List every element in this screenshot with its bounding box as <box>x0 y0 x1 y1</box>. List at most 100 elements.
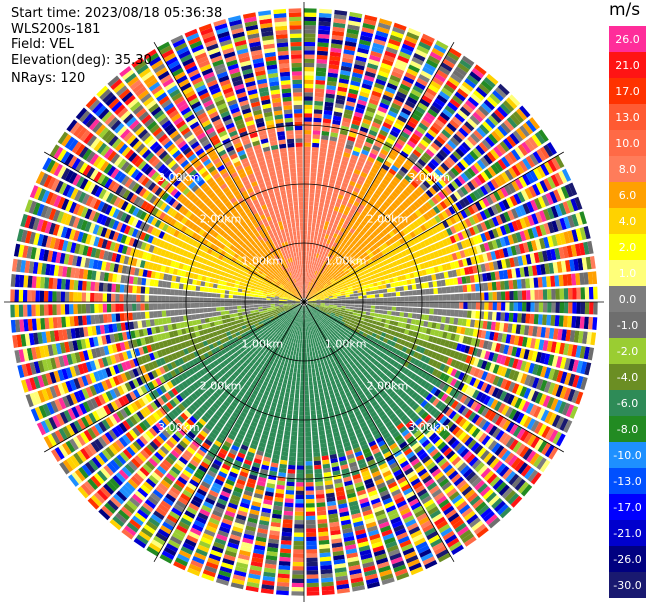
gate-cell <box>530 302 535 312</box>
gate-cell <box>522 203 531 215</box>
gate-cell <box>315 401 321 407</box>
gate-cell <box>503 223 511 234</box>
gate-cell <box>304 117 312 122</box>
gate-cell <box>458 144 468 155</box>
gate-cell <box>410 203 418 212</box>
gate-cell <box>288 376 293 381</box>
gate-cell <box>327 291 332 294</box>
gate-cell <box>356 265 362 271</box>
gate-cell <box>373 178 381 186</box>
gate-cell <box>334 154 342 160</box>
gate-cell <box>388 230 396 238</box>
gate-cell <box>533 197 543 210</box>
gate-cell <box>533 277 539 288</box>
gate-cell <box>446 309 451 316</box>
gate-cell <box>309 293 314 297</box>
gate-cell <box>470 93 482 104</box>
gate-cell <box>277 573 290 579</box>
gate-cell <box>356 160 365 168</box>
gate-cell <box>306 295 310 300</box>
gate-cell <box>356 217 363 224</box>
gate-cell <box>494 249 501 260</box>
gate-cell <box>497 158 507 170</box>
gate-cell <box>504 280 510 290</box>
gate-cell <box>527 228 535 240</box>
gate-cell <box>504 169 514 181</box>
gate-cell <box>476 159 487 170</box>
gate-cell <box>306 574 319 579</box>
gate-cell <box>331 166 339 172</box>
gate-cell <box>307 298 312 301</box>
gate-cell <box>339 263 345 268</box>
gate-cell <box>311 159 318 165</box>
gate-cell <box>317 518 328 524</box>
gate-cell <box>309 188 315 194</box>
gate-cell <box>535 225 543 237</box>
gate-cell <box>464 121 475 132</box>
gate-cell <box>428 145 438 155</box>
gate-cell <box>370 217 377 224</box>
gate-cell <box>366 305 372 309</box>
gate-cell <box>287 380 292 385</box>
gate-cell <box>433 266 440 273</box>
gate-cell <box>323 224 328 230</box>
gate-cell <box>458 259 464 268</box>
gate-cell <box>313 252 317 258</box>
gate-cell <box>340 204 346 210</box>
gate-cell <box>312 289 316 294</box>
gate-cell <box>385 279 391 284</box>
gate-cell <box>419 215 427 224</box>
gate-cell <box>419 171 428 180</box>
gate-cell <box>393 277 399 282</box>
gate-cell <box>400 307 405 312</box>
gate-cell <box>388 262 394 269</box>
gate-cell <box>406 206 415 214</box>
gate-cell <box>360 171 368 179</box>
gate-cell <box>436 135 446 145</box>
gate-cell <box>321 365 327 371</box>
gate-cell <box>369 287 375 291</box>
gate-cell <box>364 141 373 149</box>
gate-cell <box>320 269 325 274</box>
velocity-sectors <box>10 8 598 596</box>
gate-cell <box>372 42 385 50</box>
gate-cell <box>359 230 366 236</box>
gate-cell <box>370 167 379 175</box>
gate-cell <box>389 34 403 43</box>
gate-cell <box>399 83 411 92</box>
gate-cell <box>511 164 521 177</box>
gate-cell <box>296 377 301 382</box>
gate-cell <box>339 236 345 242</box>
gate-cell <box>319 370 324 376</box>
gate-cell <box>314 92 324 98</box>
gate-cell <box>321 233 326 238</box>
gate-cell <box>413 52 426 62</box>
gate-cell <box>325 287 331 291</box>
gate-cell <box>383 90 395 99</box>
gate-cell <box>466 310 472 318</box>
gate-cell <box>337 194 344 200</box>
gate-cell <box>382 310 388 315</box>
gate-cell <box>290 435 297 441</box>
gate-cell <box>409 259 416 266</box>
gate-cell <box>385 86 396 95</box>
gate-cell <box>431 235 438 243</box>
gate-cell <box>345 279 350 283</box>
gate-cell <box>489 93 501 105</box>
gate-cell <box>361 210 368 217</box>
gate-cell <box>415 319 421 326</box>
gate-cell <box>372 144 381 152</box>
gate-cell <box>331 236 336 242</box>
gate-cell <box>348 311 354 315</box>
gate-cell <box>375 234 382 241</box>
gate-cell <box>330 127 340 134</box>
gate-cell <box>593 302 598 315</box>
gate-cell <box>384 218 391 226</box>
gate-cell <box>333 257 338 263</box>
gate-cell <box>408 214 416 223</box>
gate-cell <box>347 283 352 288</box>
gate-cell <box>425 58 439 69</box>
gate-cell <box>392 261 398 267</box>
gate-cell <box>367 267 373 273</box>
